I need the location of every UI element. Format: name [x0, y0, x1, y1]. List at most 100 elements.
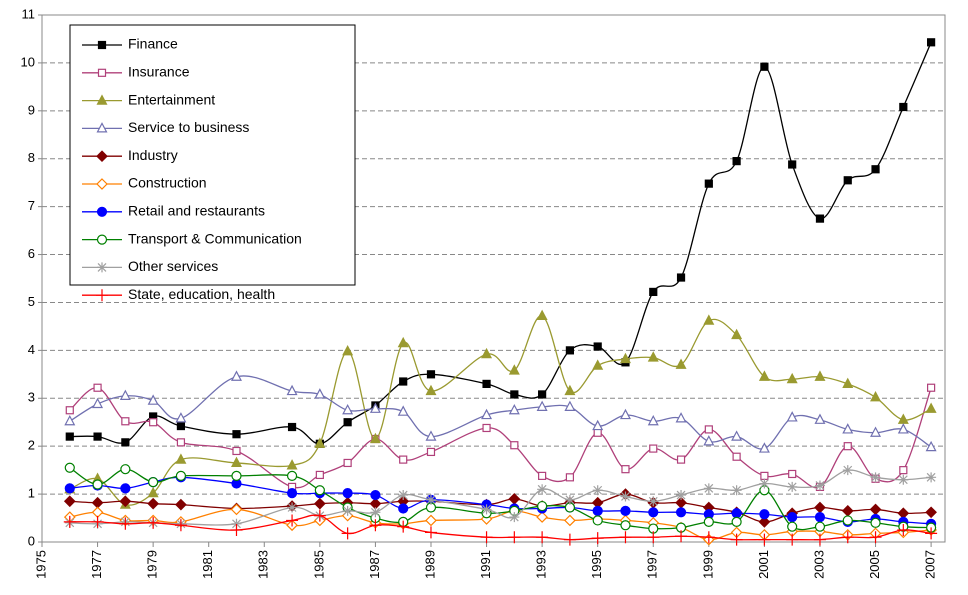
marker	[424, 526, 437, 539]
legend-label: Retail and restaurants	[128, 203, 265, 219]
marker	[926, 472, 937, 483]
marker	[676, 273, 686, 282]
marker	[231, 470, 242, 481]
marker	[369, 402, 381, 413]
marker	[313, 509, 326, 522]
legend-marker	[96, 289, 108, 302]
marker	[287, 502, 298, 513]
marker	[370, 507, 381, 518]
x-tick-label: 1987	[367, 550, 382, 579]
marker	[675, 412, 687, 423]
marker	[870, 517, 881, 528]
marker	[232, 446, 241, 456]
legend-marker	[96, 150, 108, 163]
marker	[508, 364, 520, 375]
marker	[286, 459, 298, 470]
x-tick-label: 2007	[923, 550, 938, 579]
legend-label: Construction	[128, 175, 207, 191]
marker	[286, 488, 298, 499]
marker	[508, 531, 521, 544]
marker	[148, 477, 159, 488]
marker	[119, 389, 131, 400]
marker	[121, 438, 130, 447]
marker	[814, 480, 825, 491]
y-tick-label: 4	[28, 342, 35, 357]
marker	[343, 458, 352, 468]
y-tick-label: 6	[28, 246, 35, 261]
marker	[64, 483, 75, 494]
marker	[648, 507, 659, 518]
marker	[176, 438, 186, 447]
marker	[92, 479, 103, 490]
marker	[925, 527, 938, 540]
marker	[230, 524, 243, 537]
marker	[899, 102, 908, 112]
y-tick-label: 3	[28, 390, 35, 405]
marker	[286, 514, 299, 527]
marker	[537, 500, 548, 512]
marker	[843, 176, 852, 185]
marker	[649, 444, 658, 453]
marker	[870, 472, 881, 483]
marker	[425, 430, 437, 441]
marker	[64, 462, 75, 473]
marker	[425, 514, 437, 527]
marker	[593, 342, 602, 351]
y-tick-label: 0	[28, 533, 35, 548]
marker	[648, 496, 659, 507]
marker	[175, 412, 187, 423]
marker	[64, 414, 76, 426]
marker	[647, 531, 660, 544]
y-tick-label: 11	[22, 6, 36, 21]
marker	[397, 405, 409, 416]
marker	[565, 473, 575, 482]
marker	[731, 516, 742, 527]
marker	[732, 157, 741, 166]
marker	[592, 505, 603, 516]
marker	[619, 531, 632, 544]
marker	[758, 370, 770, 381]
marker	[481, 408, 493, 420]
marker	[92, 397, 104, 409]
marker	[870, 391, 882, 402]
x-tick-label: 1975	[33, 550, 48, 579]
marker	[119, 495, 132, 508]
marker	[786, 411, 798, 422]
marker	[370, 489, 381, 501]
marker	[758, 442, 770, 453]
marker	[175, 453, 187, 464]
marker	[731, 430, 743, 441]
marker	[814, 521, 826, 532]
x-tick-label: 2001	[756, 550, 771, 579]
legend-label: Finance	[128, 36, 178, 52]
legend-box	[69, 24, 356, 286]
marker	[703, 314, 715, 325]
marker	[899, 466, 908, 475]
legend-label: Service to business	[128, 119, 249, 135]
marker	[509, 512, 520, 523]
x-tick-label: 2003	[811, 550, 826, 579]
marker	[731, 485, 742, 496]
marker	[703, 435, 715, 446]
marker	[759, 478, 770, 489]
legend-marker	[97, 262, 107, 273]
marker	[91, 515, 104, 528]
marker	[869, 531, 882, 544]
marker	[730, 533, 743, 546]
marker	[481, 504, 492, 515]
marker	[843, 442, 852, 451]
marker	[121, 417, 130, 426]
marker	[286, 384, 298, 396]
marker	[426, 447, 436, 457]
marker	[397, 336, 409, 348]
marker	[149, 418, 158, 427]
marker	[425, 384, 437, 396]
marker	[592, 419, 604, 431]
marker	[927, 383, 936, 392]
marker	[814, 511, 826, 523]
marker	[925, 506, 937, 519]
marker	[814, 413, 826, 424]
legend-marker	[96, 178, 108, 190]
marker	[536, 531, 549, 544]
marker	[786, 533, 799, 546]
